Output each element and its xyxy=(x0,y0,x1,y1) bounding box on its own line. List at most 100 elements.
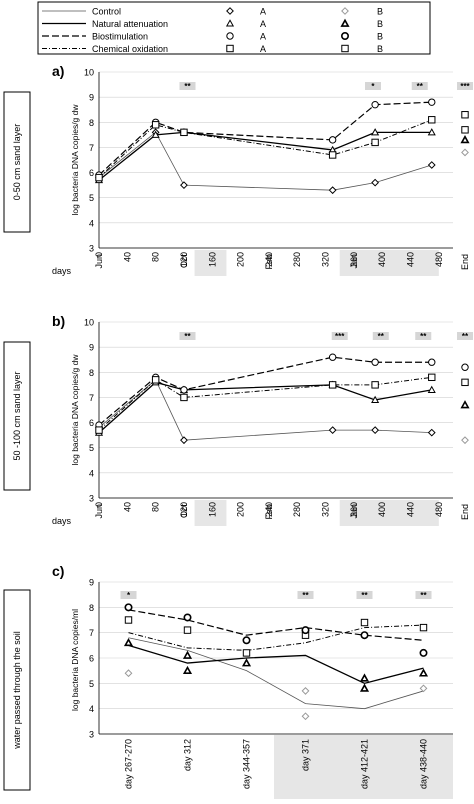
marker-diamond xyxy=(180,436,188,445)
marker-triangle xyxy=(427,385,436,393)
y-tick-label: 9 xyxy=(89,343,94,353)
legend-label: Control xyxy=(92,7,121,17)
significance-box xyxy=(297,591,314,599)
legend-col-b: B xyxy=(377,44,383,54)
marker-circle xyxy=(180,386,188,394)
x-tick-label: 440 xyxy=(406,502,416,517)
marker-diamond xyxy=(427,428,436,437)
marker-triangle xyxy=(359,673,370,682)
month-label: End xyxy=(460,504,470,520)
y-tick-label: 4 xyxy=(89,704,94,714)
marker-diamond xyxy=(461,148,469,157)
marker-circle xyxy=(183,613,192,622)
marker-diamond xyxy=(371,178,380,187)
significance-label: * xyxy=(127,591,131,600)
legend-label: Natural attenuation xyxy=(92,19,168,29)
marker-square xyxy=(183,626,192,634)
legend-col-a: A xyxy=(260,44,266,54)
series-line xyxy=(98,381,432,434)
x-tick-label: 320 xyxy=(321,502,331,517)
x-tick-label: 280 xyxy=(292,502,302,517)
marker-square xyxy=(151,121,160,129)
significance-label: ** xyxy=(462,332,469,341)
marker-circle xyxy=(419,648,428,657)
legend-col-b: B xyxy=(377,7,383,17)
panel-b: b) 50 -100 cm sand layer log bacteria DN… xyxy=(3,313,473,526)
category-label: day 312 xyxy=(183,739,193,771)
marker-circle xyxy=(242,636,251,645)
x-tick-label: 400 xyxy=(377,252,387,267)
marker-triangle xyxy=(182,650,193,659)
side-label-box xyxy=(3,589,31,791)
legend: Control A B Natural attenuation A B Biostimula… xyxy=(37,1,431,55)
x-tick-label: 200 xyxy=(236,252,246,267)
x-tick-label: 160 xyxy=(207,252,217,267)
side-label: 0-50 cm sand layer xyxy=(12,124,22,201)
y-tick-label: 8 xyxy=(89,368,94,378)
category-label: day 267-270 xyxy=(124,739,134,789)
shaded-period xyxy=(339,500,439,526)
y-tick-label: 7 xyxy=(89,143,94,153)
significance-box xyxy=(364,82,381,90)
legend-col-b: B xyxy=(377,32,383,42)
y-tick-label: 3 xyxy=(89,494,94,504)
significance-label: ** xyxy=(378,332,385,341)
significance-label: ** xyxy=(184,82,191,91)
y-tick-label: 3 xyxy=(89,730,94,740)
y-tick-label: 7 xyxy=(89,393,94,403)
marker-triangle xyxy=(418,668,429,677)
x-tick-label: 80 xyxy=(151,502,161,512)
y-tick-label: 10 xyxy=(84,318,94,328)
category-label: day 438-440 xyxy=(419,739,429,789)
month-label: Oct xyxy=(179,504,189,519)
marker-diamond xyxy=(427,161,436,169)
marker-diamond xyxy=(419,684,428,693)
marker-triangle xyxy=(182,665,193,675)
shaded-period xyxy=(339,250,439,276)
marker-diamond xyxy=(301,687,310,695)
x-tick-label: 280 xyxy=(292,252,302,267)
legend-label: Chemical oxidation xyxy=(92,44,168,54)
y-tick-label: 4 xyxy=(89,468,94,478)
marker-diamond xyxy=(180,181,188,190)
marker-triangle xyxy=(460,400,470,409)
y-axis-label: log bacteria DNA copies/g dw xyxy=(70,354,80,466)
y-tick-label: 6 xyxy=(89,418,94,428)
marker-circle xyxy=(340,31,349,40)
series-line xyxy=(128,644,424,685)
marker-square xyxy=(428,373,436,382)
marker-square xyxy=(180,393,188,402)
x-tick-label: 320 xyxy=(321,252,331,267)
marker-diamond xyxy=(226,7,234,15)
marker-triangle xyxy=(371,128,380,136)
marker-diamond xyxy=(341,7,349,15)
y-tick-label: 5 xyxy=(89,193,94,203)
x-axis-label: days xyxy=(52,266,72,276)
marker-diamond xyxy=(371,426,380,435)
x-tick-label: 200 xyxy=(236,502,246,517)
marker-square xyxy=(95,426,103,434)
significance-label: ** xyxy=(361,591,368,600)
significance-label: ** xyxy=(420,332,427,341)
significance-box xyxy=(331,332,348,340)
marker-square xyxy=(341,44,349,53)
month-label: Jun xyxy=(349,254,359,269)
series-line xyxy=(98,119,432,178)
x-tick-label: 0 xyxy=(94,502,104,507)
marker-triangle xyxy=(427,128,436,136)
significance-box xyxy=(415,332,432,340)
series-line xyxy=(98,356,432,426)
x-tick-label: 160 xyxy=(207,502,217,517)
x-tick-label: 440 xyxy=(406,252,416,267)
significance-box xyxy=(120,591,137,599)
panel-a: a) 0-50 cm sand layer log bacteria DNA c… xyxy=(3,63,473,276)
y-tick-label: 7 xyxy=(89,628,94,638)
series-line xyxy=(128,609,424,641)
y-tick-label: 9 xyxy=(89,578,94,588)
legend-col-a: A xyxy=(260,32,266,42)
category-label: day 371 xyxy=(301,739,311,771)
legend-col-a: A xyxy=(260,19,266,29)
month-label: Feb xyxy=(264,254,274,270)
x-tick-label: 240 xyxy=(264,252,274,267)
